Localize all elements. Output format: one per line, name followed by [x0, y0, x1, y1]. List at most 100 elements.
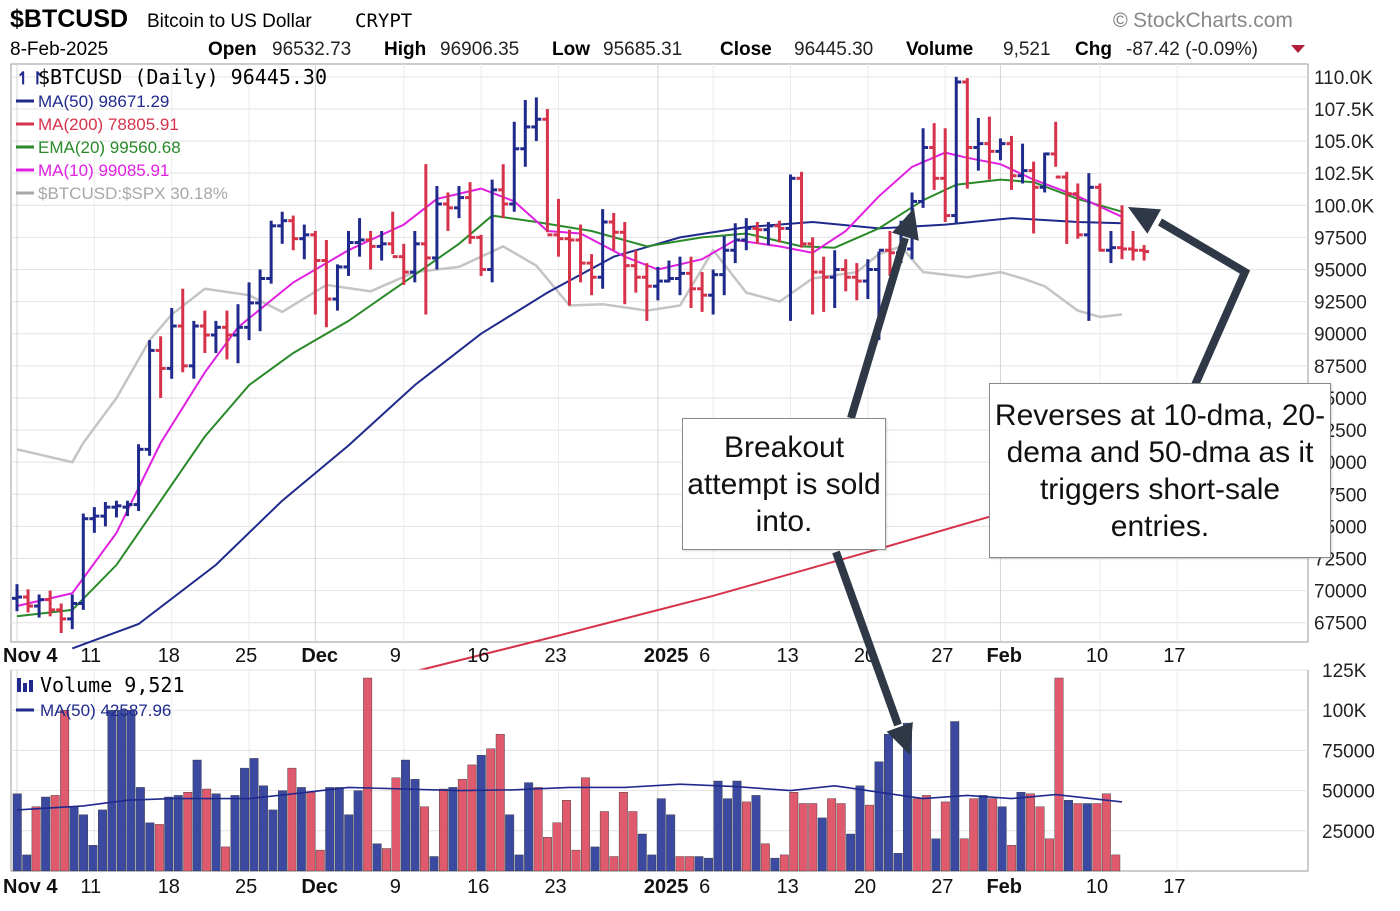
price-tick-label: 107.5K	[1314, 100, 1375, 121]
ohlc-bar	[487, 179, 498, 283]
volume-bar	[240, 767, 250, 872]
volume-bar	[978, 795, 988, 872]
ohlc-bar	[675, 256, 685, 296]
volume-bar	[940, 801, 950, 872]
volume-bar	[50, 795, 60, 872]
price-gridlines	[11, 64, 1308, 642]
price-legend-entry: $BTCUSD:$SPX 30.18%	[38, 184, 228, 203]
volume-date-axis: Nov 4 11 18 25 Dec 9 16 23 2025 6 13 20 27 Feb 10 17	[3, 876, 1186, 898]
volume-bar	[495, 734, 505, 872]
price-tick-label: 97500	[1314, 228, 1367, 249]
ohlc-bar	[498, 164, 509, 219]
price-tick-label: 100.0K	[1314, 196, 1375, 217]
ohlc-bar	[531, 97, 542, 142]
volume-bar	[372, 843, 382, 872]
volume-date-label: 25	[235, 876, 257, 898]
ohlc-bar	[663, 260, 674, 283]
volume-bar	[988, 798, 998, 872]
volume-bar	[429, 856, 439, 872]
quote-date: 8-Feb-2025	[10, 39, 108, 60]
volume-bar	[704, 857, 713, 872]
volume-bar	[278, 790, 287, 872]
ohlc-bar	[111, 500, 122, 518]
volume-date-label: 23	[544, 876, 566, 898]
volume-bar	[183, 792, 193, 872]
ohlc-bar	[829, 250, 840, 309]
ohlc-bar	[807, 237, 818, 315]
price-tick-label: 110.0K	[1314, 68, 1373, 89]
ohlc-bar	[144, 340, 155, 456]
volume-bar	[22, 854, 32, 872]
price-legend-entry: MA(10) 99085.91	[38, 161, 169, 180]
volume-bar	[827, 798, 837, 872]
ohlc-bar	[177, 288, 188, 373]
volume-bar	[60, 710, 70, 872]
annotation-breakout: Breakout attempt is sold into.	[682, 418, 886, 550]
volume-bar	[1063, 800, 1073, 872]
volume-bar	[742, 801, 751, 872]
ohlc-bar	[321, 239, 332, 328]
price-date-label: 17	[1163, 645, 1185, 667]
price-ohlc-bars	[12, 76, 1150, 634]
ohlc-bar	[1139, 245, 1150, 261]
ohlc-bar	[918, 128, 929, 208]
volume-bar	[1054, 677, 1064, 872]
ohlc-bar	[1061, 171, 1072, 244]
price-date-label: 6	[699, 645, 710, 667]
volume-bar	[760, 843, 770, 872]
price-panel: 6750070000725007500077500800008250085000…	[10, 63, 1375, 721]
ohlc-bar	[818, 256, 829, 312]
volume-date-label: 16	[467, 876, 489, 898]
ohlc-bar	[752, 221, 763, 244]
volume-bar	[79, 814, 89, 872]
ohlc-bar	[509, 121, 520, 212]
volume-bar	[334, 787, 344, 872]
ohlc-bar	[476, 234, 487, 276]
volume-bar	[571, 849, 581, 872]
ohlc-bar	[442, 192, 453, 231]
security-name: Bitcoin to US Dollar	[147, 11, 312, 32]
volume-bar	[618, 792, 628, 872]
ohlc-bar	[288, 215, 299, 251]
ratio-line	[16, 244, 1123, 464]
ohlc-bar	[45, 590, 56, 617]
volume-bar	[808, 803, 818, 872]
volume-date-label: 27	[931, 876, 953, 898]
ohlc-bar	[34, 594, 45, 618]
ohlc-bar	[454, 186, 464, 219]
volume-bar	[401, 759, 410, 872]
price-date-label: 23	[544, 645, 566, 667]
chg-value: -87.42 (-0.09%)	[1126, 39, 1258, 60]
volume-bar	[969, 798, 979, 872]
arrow-head-up	[891, 208, 919, 241]
ohlc-bar	[1072, 183, 1083, 239]
ohlc-bar	[763, 221, 774, 246]
copyright-icon: ©	[1113, 10, 1128, 32]
ohlc-bar	[398, 243, 409, 285]
volume-bar	[249, 758, 259, 872]
ohlc-bar	[774, 220, 785, 243]
volume-bar	[656, 798, 666, 872]
ohlc-bar	[244, 282, 255, 341]
volume-bar	[732, 780, 742, 872]
ohlc-bar	[266, 220, 277, 284]
ohlc-bar	[299, 224, 310, 260]
volume-label: Volume	[906, 39, 973, 60]
volume-bar	[884, 734, 893, 872]
volume-bar	[315, 849, 325, 872]
volume-bar	[164, 796, 174, 872]
volume-bar	[893, 853, 903, 872]
open-label: Open	[208, 39, 257, 60]
down-arrow-icon	[1291, 45, 1305, 53]
ohlc-bar	[221, 310, 232, 360]
volume-bar	[1092, 803, 1102, 872]
volume-legend: Volume 9,521 MA(50) 42587.96	[16, 673, 185, 720]
volume-bar	[306, 792, 316, 872]
ohlc-bar	[796, 171, 807, 248]
volume-legend-entry: MA(50) 42587.96	[40, 701, 171, 720]
volume-bar	[1111, 854, 1121, 872]
ohlc-bar	[785, 174, 796, 321]
volume-bar	[486, 748, 496, 872]
